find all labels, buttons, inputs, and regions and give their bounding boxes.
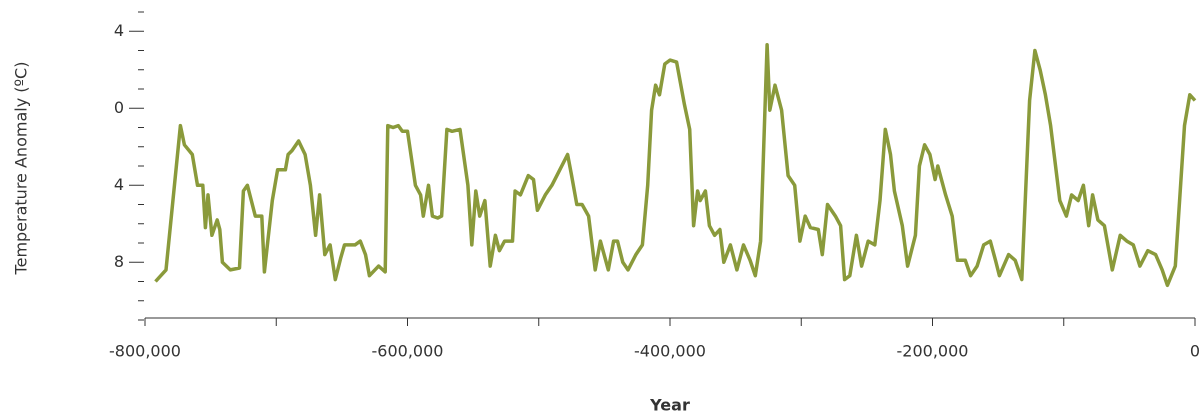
x-tick-label: -200,000: [897, 342, 969, 361]
x-tick-label: 0: [1190, 342, 1199, 361]
y-tick-label: 4: [114, 21, 124, 40]
x-tick-label: -400,000: [634, 342, 706, 361]
temperature-line: [154, 42, 1197, 288]
y-axis-title: Temperature Anomaly (ºC): [12, 62, 31, 276]
y-tick-label: 0: [114, 98, 124, 117]
x-axis-title: Year: [649, 396, 690, 415]
y-tick-label: 4: [114, 175, 124, 194]
y-tick-label: 8: [114, 252, 124, 271]
x-tick-label: -800,000: [109, 342, 181, 361]
x-tick-label: -600,000: [372, 342, 444, 361]
